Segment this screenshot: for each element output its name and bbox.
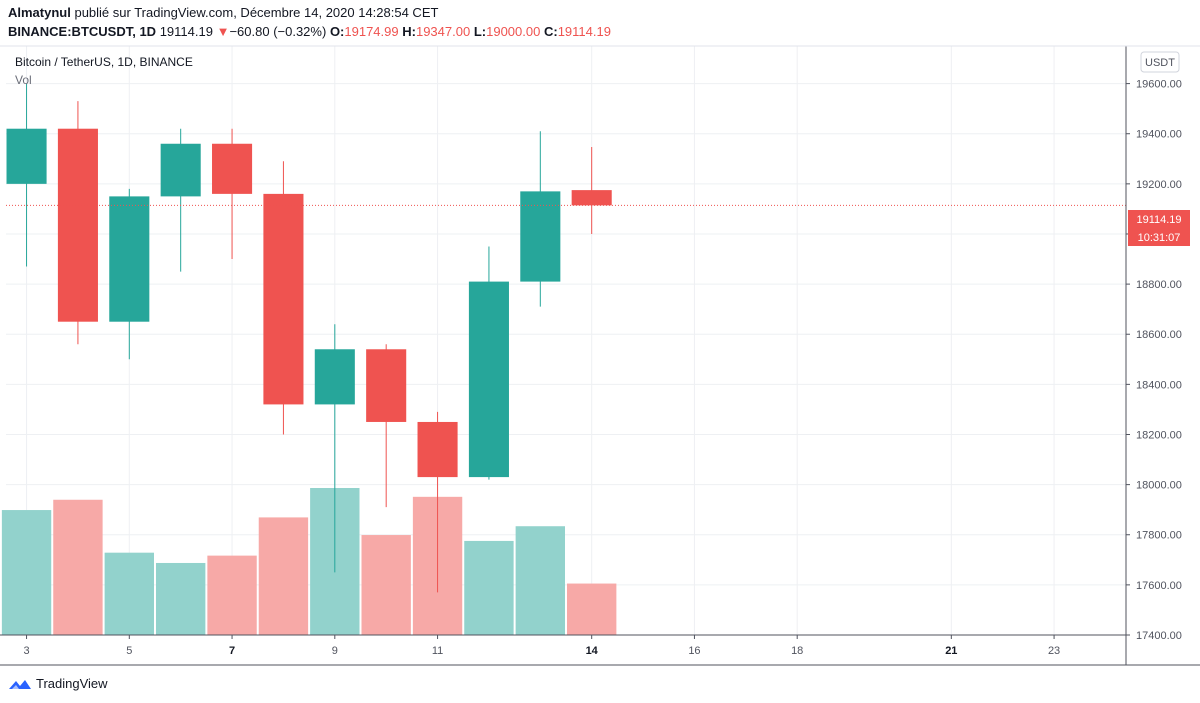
chart-legend: Bitcoin / TetherUS, 1D, BINANCE Vol — [15, 55, 193, 87]
low-label: L: — [473, 24, 487, 39]
candle-body — [212, 143, 253, 194]
last-price-tag-text: 19114.19 — [1136, 214, 1181, 226]
volume-bar — [53, 499, 103, 635]
high-value: 19347.00 — [415, 24, 471, 39]
candle-body — [263, 193, 304, 405]
y-tick-label: 19600.00 — [1136, 79, 1182, 91]
close-label: C: — [543, 24, 558, 39]
y-tick-label: 19200.00 — [1136, 179, 1182, 191]
volume-bar — [1, 510, 52, 635]
tradingview-logo-icon — [9, 679, 31, 689]
candle-body — [417, 421, 458, 478]
axes: 17400.00 17600.00 17800.00 18000.00 18200.00… — [0, 45, 1200, 666]
x-tick-label: 23 — [1048, 645, 1060, 657]
candle-body — [571, 190, 612, 206]
high-label: H: — [402, 24, 416, 39]
x-tick-label: 16 — [688, 645, 700, 657]
currency-badge-text: USDT — [1145, 57, 1175, 69]
candle-body — [468, 281, 509, 478]
author-name: Almatynul — [8, 5, 71, 20]
candle-body — [520, 191, 561, 282]
volume-bar — [464, 540, 514, 635]
candle-body — [160, 143, 201, 197]
publish-text: publié sur TradingView.com, Décembre 14,… — [74, 5, 439, 20]
brand-name: TradingView — [36, 676, 108, 691]
volume-bar — [258, 517, 309, 635]
volume-bars — [1, 488, 617, 635]
publish-info: Almatynul publié sur TradingView.com, Dé… — [8, 5, 438, 20]
volume-bar — [207, 555, 257, 635]
volume-bar — [104, 552, 154, 635]
open-value: 19174.99 — [344, 24, 399, 39]
candle-body — [6, 128, 47, 184]
symbol-label: BINANCE:BTCUSDT, 1D — [8, 24, 157, 39]
volume-bar — [515, 526, 565, 635]
ohlc-header: BINANCE:BTCUSDT, 1D 19114.19 ▼−60.80 (−0… — [8, 24, 611, 39]
volume-bar — [361, 535, 411, 635]
candle-body — [57, 128, 98, 322]
x-tick-label: 21 — [945, 645, 957, 657]
currency-badge[interactable]: USDT — [1140, 51, 1180, 73]
change-value: −60.80 (−0.32%) — [229, 24, 327, 39]
candle-body — [314, 349, 355, 405]
candle-body — [109, 196, 150, 322]
x-tick-label: 9 — [332, 645, 338, 657]
x-tick-label: 3 — [23, 645, 29, 657]
brand-footer[interactable]: TradingView — [8, 676, 108, 691]
y-tick-label: 18800.00 — [1136, 279, 1182, 291]
candles[interactable] — [6, 83, 612, 593]
countdown-tag-text: 10:31:07 — [1138, 232, 1181, 244]
last-price-tag: 19114.19 10:31:07 — [1128, 210, 1190, 246]
close-value: 19114.19 — [557, 24, 611, 39]
last-price: 19114.19 — [159, 24, 213, 39]
y-tick-label: 17800.00 — [1136, 530, 1182, 542]
volume-bar — [567, 583, 617, 635]
y-tick-label: 19400.00 — [1136, 129, 1182, 141]
x-tick-label: 11 — [432, 645, 443, 657]
legend-volume: Vol — [15, 73, 32, 87]
grid — [6, 46, 1126, 636]
candle-body — [366, 349, 407, 422]
y-tick-label: 17600.00 — [1136, 580, 1182, 592]
y-tick-label: 18000.00 — [1136, 480, 1182, 492]
volume-bar — [155, 562, 206, 635]
low-value: 19000.00 — [486, 24, 541, 39]
y-tick-label: 17400.00 — [1136, 630, 1182, 642]
x-tick-label: 5 — [126, 645, 132, 657]
open-label: O: — [329, 24, 345, 39]
y-tick-label: 18200.00 — [1136, 429, 1182, 441]
y-tick-label: 18600.00 — [1136, 329, 1182, 341]
change-down-icon: ▼ — [216, 24, 230, 39]
x-tick-label: 14 — [586, 645, 599, 657]
legend-title: Bitcoin / TetherUS, 1D, BINANCE — [15, 55, 193, 69]
x-tick-label: 18 — [791, 645, 803, 657]
y-tick-label: 18400.00 — [1136, 379, 1182, 391]
x-tick-label: 7 — [229, 645, 235, 657]
